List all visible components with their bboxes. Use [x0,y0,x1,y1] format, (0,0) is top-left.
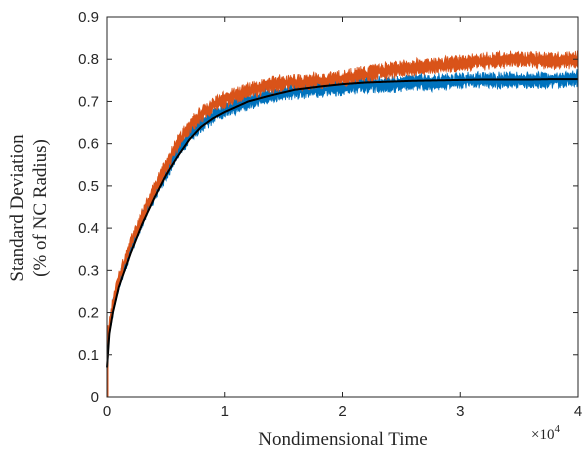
y-tick-label: 0.9 [78,9,99,26]
ticks-layer: 0 1 2 3 4 0 0.1 0.2 0.3 0.4 0.5 0.6 0.7 0.8 0.9 [78,9,582,420]
y-tick-label: 0.6 [78,136,99,153]
series-0-band [106,69,579,372]
y-axis-label-line-2: (% of NC Radius) [30,139,51,277]
x-tick-label: 1 [221,403,229,420]
x-tick-label: 3 [456,403,464,420]
y-tick-label: 0.4 [78,220,99,237]
x-exponent-power: 4 [554,423,560,435]
x-exponent: ×104 [531,423,560,443]
y-tick-label: 0.7 [78,93,99,110]
series-2-fit-line [106,78,578,368]
x-tick-label: 0 [103,403,111,420]
y-tick-label: 0.1 [78,347,99,364]
x-axis-label: Nondimensional Time [258,429,427,450]
series-1 [106,50,579,397]
y-axis-label-line-1: Standard Deviation [7,134,28,282]
series-1-band [106,50,579,378]
x-exponent-base: ×10 [531,427,554,443]
series-0 [106,69,579,397]
y-tick-label: 0.2 [78,305,99,322]
x-tick-label: 4 [574,403,582,420]
y-tick-label: 0 [91,389,99,406]
y-axis-label: Standard Deviation (% of NC Radius) [7,134,51,282]
series-layer [106,50,579,397]
y-tick-label: 0.3 [78,262,99,279]
y-tick-label: 0.8 [78,51,99,68]
y-tick-label: 0.5 [78,178,99,195]
x-tick-label: 2 [338,403,346,420]
series-2 [106,78,578,368]
